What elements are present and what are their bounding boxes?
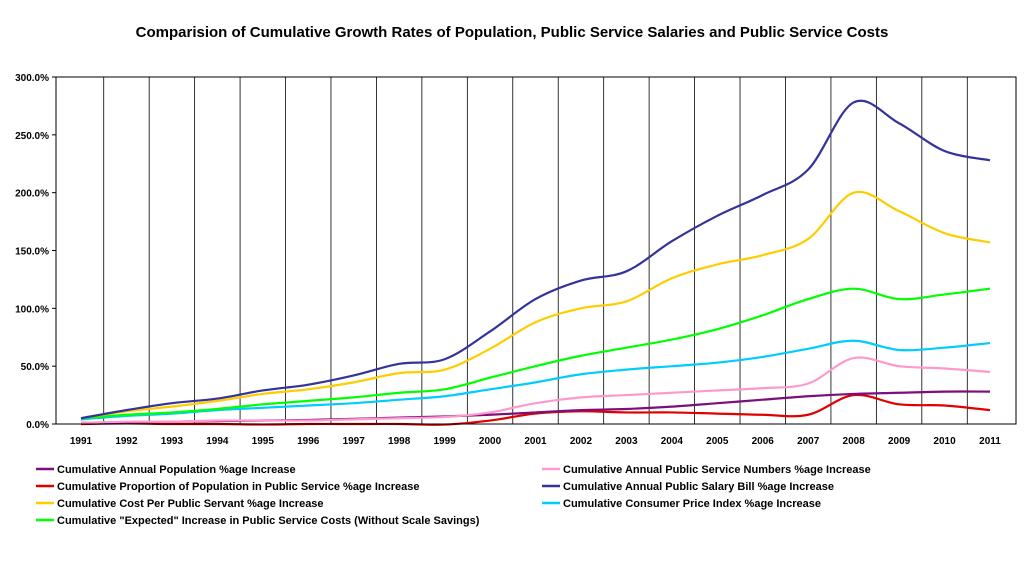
legend-label-3: Cumulative Annual Public Salary Bill %ag… (563, 481, 834, 493)
x-tick-label-1995: 1995 (252, 436, 275, 447)
legend: Cumulative Annual Population %age Increa… (36, 464, 871, 527)
y-tick-label: 0.0% (26, 420, 49, 431)
x-tick-label-1994: 1994 (206, 436, 229, 447)
legend-label-6: Cumulative "Expected" Increase in Public… (57, 515, 480, 527)
x-tick-label-2000: 2000 (479, 436, 502, 447)
legend-label-4: Cumulative Cost Per Public Servant %age … (57, 498, 324, 510)
x-tick-label-1991: 1991 (70, 436, 93, 447)
x-tick-label-2011: 2011 (979, 436, 1001, 447)
x-tick-label-1998: 1998 (388, 436, 411, 447)
chart-title: Comparision of Cumulative Growth Rates o… (136, 24, 889, 41)
legend-label-1: Cumulative Annual Public Service Numbers… (563, 464, 871, 476)
y-tick-label: 250.0% (15, 131, 49, 142)
gridlines (103, 77, 968, 424)
x-tick-label-2010: 2010 (933, 436, 956, 447)
x-tick-label-2008: 2008 (843, 436, 866, 447)
x-axis: 1991 1992 1993 1994 1995 1996 1997 1998 1999 2000… (70, 436, 1001, 447)
x-tick-label-2009: 2009 (888, 436, 911, 447)
series-line-1 (80, 356, 991, 424)
series-line-6 (80, 287, 991, 420)
x-tick-label-2007: 2007 (797, 436, 820, 447)
plot-border (55, 76, 1017, 425)
legend-label-5: Cumulative Consumer Price Index %age Inc… (563, 498, 821, 510)
plot-background (56, 77, 1016, 424)
legend-label-0: Cumulative Annual Population %age Increa… (57, 464, 296, 476)
y-axis: 0.0% 50.0% 100.0% 150.0% 200.0% 250.0% 300.0% (15, 73, 56, 431)
x-tick-label-2003: 2003 (615, 436, 638, 447)
y-tick-label: 50.0% (21, 362, 49, 373)
x-tick-label-1996: 1996 (297, 436, 320, 447)
y-tick-label: 200.0% (15, 189, 49, 200)
series-line-3 (80, 99, 991, 420)
x-tick-label-1992: 1992 (115, 436, 138, 447)
y-tick-label: 300.0% (15, 73, 49, 84)
legend-label-2: Cumulative Proportion of Population in P… (57, 481, 419, 493)
x-tick-label-2006: 2006 (752, 436, 775, 447)
x-tick-label-1997: 1997 (343, 436, 366, 447)
y-tick-label: 100.0% (15, 304, 49, 315)
series-line-5 (80, 339, 991, 421)
x-tick-label-2004: 2004 (661, 436, 684, 447)
x-tick-label-2005: 2005 (706, 436, 729, 447)
plot-area: 0.0%50.0%100.0%150.0%200.0%250.0%300.0% … (15, 73, 1017, 447)
x-tick-label-1999: 1999 (433, 436, 456, 447)
x-tick-label-2001: 2001 (524, 436, 547, 447)
x-tick-label-2002: 2002 (570, 436, 593, 447)
y-tick-label: 150.0% (15, 247, 49, 258)
x-tick-label-1993: 1993 (161, 436, 184, 447)
series-line-4 (80, 190, 991, 420)
